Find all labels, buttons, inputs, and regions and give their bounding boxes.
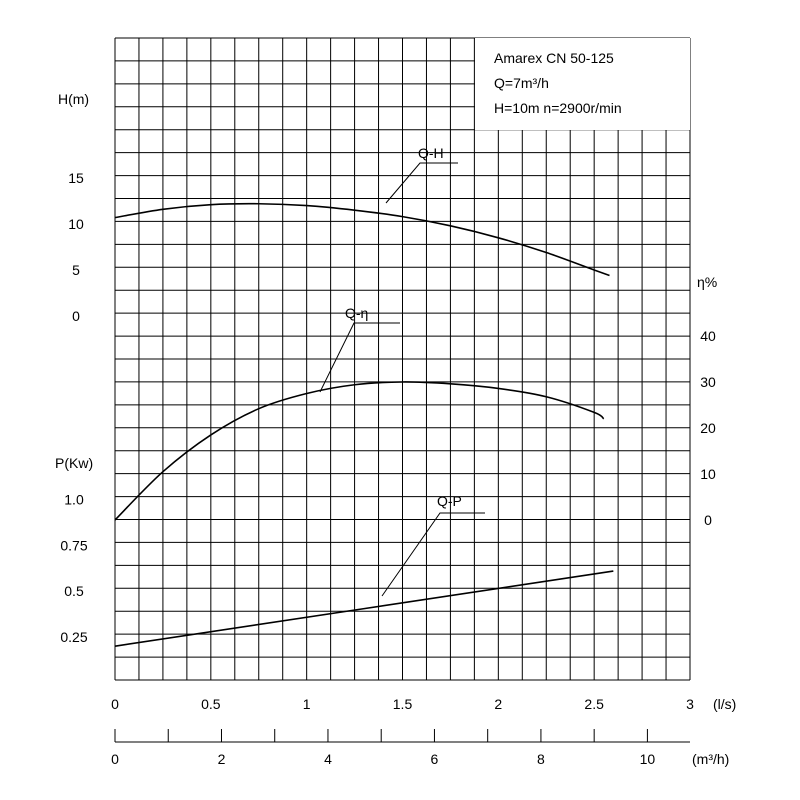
power-axis-title: P(Kw) xyxy=(55,455,93,471)
info-flow: Q=7m³/h xyxy=(494,75,549,91)
x-tick-label: 0.5 xyxy=(201,696,221,712)
eff-tick-label: 20 xyxy=(700,420,716,436)
head-tick-label: 5 xyxy=(72,262,80,278)
head-tick-label: 15 xyxy=(68,170,84,186)
curve-leader-line xyxy=(381,512,485,597)
x-tick-label: 1 xyxy=(303,696,311,712)
x-axis-unit: (l/s) xyxy=(713,696,736,712)
eff-tick-label: 30 xyxy=(700,374,716,390)
qh-curve xyxy=(114,202,610,277)
secondary-x-axis: 0 2 4 6 8 10 xyxy=(111,729,690,767)
curve-label: Q-η xyxy=(345,305,368,321)
grid xyxy=(114,37,691,681)
x2-tick-label: 6 xyxy=(431,751,439,767)
eff-tick-label: 40 xyxy=(700,328,716,344)
q-eta-curve xyxy=(114,381,605,521)
x-tick-label: 3 xyxy=(686,696,694,712)
curve-labels: Q-H Q-η Q-P xyxy=(319,145,485,597)
head-axis-title: H(m) xyxy=(58,91,89,107)
power-tick-label: 0.25 xyxy=(60,629,87,645)
curves xyxy=(114,202,614,647)
x-tick-label: 1.5 xyxy=(393,696,413,712)
curve-label: Q-P xyxy=(437,493,462,509)
x2-tick-label: 0 xyxy=(111,751,119,767)
x2-tick-label: 10 xyxy=(640,751,656,767)
curve-leader-line xyxy=(319,322,400,393)
eff-axis-title: η% xyxy=(697,274,717,290)
power-tick-label: 1.0 xyxy=(64,492,84,508)
x2-tick-label: 8 xyxy=(537,751,545,767)
x2-axis-unit: (m³/h) xyxy=(692,751,729,767)
x-tick-label: 0 xyxy=(111,696,119,712)
head-tick-label: 10 xyxy=(68,216,84,232)
info-head-speed: H=10m n=2900r/min xyxy=(494,100,622,116)
eff-tick-label: 0 xyxy=(704,512,712,528)
info-box xyxy=(475,38,690,130)
info-model: Amarex CN 50-125 xyxy=(494,50,614,66)
x2-tick-label: 4 xyxy=(324,751,332,767)
eff-tick-label: 10 xyxy=(700,466,716,482)
curve-leader-line xyxy=(385,162,458,204)
head-tick-label: 0 xyxy=(72,308,80,324)
x-tick-label: 2.5 xyxy=(584,696,604,712)
power-tick-label: 0.5 xyxy=(64,583,84,599)
curve-label: Q-H xyxy=(418,145,444,161)
x-tick-label: 2 xyxy=(494,696,502,712)
power-tick-label: 0.75 xyxy=(60,537,87,553)
x2-tick-label: 2 xyxy=(218,751,226,767)
qp-curve xyxy=(114,570,614,647)
